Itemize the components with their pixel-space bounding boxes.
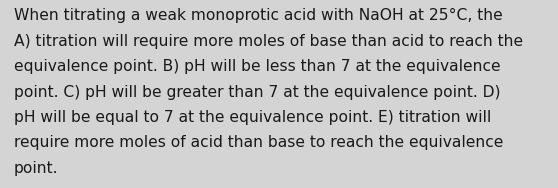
Text: A) titration will require more moles of base than acid to reach the: A) titration will require more moles of … bbox=[14, 34, 523, 49]
Text: point.: point. bbox=[14, 161, 59, 176]
Text: When titrating a weak monoprotic acid with NaOH at 25°C, the: When titrating a weak monoprotic acid wi… bbox=[14, 8, 503, 24]
Text: pH will be equal to 7 at the equivalence point. E) titration will: pH will be equal to 7 at the equivalence… bbox=[14, 110, 491, 125]
Text: equivalence point. B) pH will be less than 7 at the equivalence: equivalence point. B) pH will be less th… bbox=[14, 59, 501, 74]
Text: require more moles of acid than base to reach the equivalence: require more moles of acid than base to … bbox=[14, 135, 503, 150]
Text: point. C) pH will be greater than 7 at the equivalence point. D): point. C) pH will be greater than 7 at t… bbox=[14, 85, 501, 100]
